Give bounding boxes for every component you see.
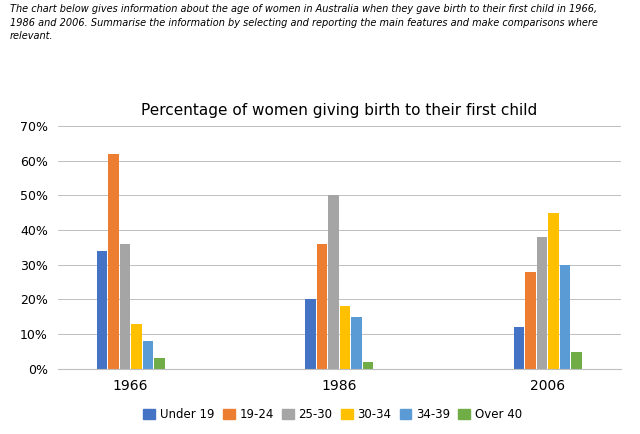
- Bar: [537, 237, 547, 369]
- Bar: [560, 265, 570, 369]
- Title: Percentage of women giving birth to their first child: Percentage of women giving birth to thei…: [141, 103, 538, 118]
- Bar: [154, 358, 164, 369]
- Bar: [108, 154, 118, 369]
- Bar: [351, 317, 362, 369]
- Bar: [131, 324, 141, 369]
- Text: The chart below gives information about the age of women in Australia when they : The chart below gives information about …: [10, 4, 598, 41]
- Bar: [525, 272, 536, 369]
- Bar: [514, 327, 524, 369]
- Bar: [328, 195, 339, 369]
- Bar: [305, 299, 316, 369]
- Bar: [340, 306, 350, 369]
- Bar: [548, 213, 559, 369]
- Bar: [143, 341, 153, 369]
- Bar: [363, 362, 373, 369]
- Bar: [97, 251, 108, 369]
- Legend: Under 19, 19-24, 25-30, 30-34, 34-39, Over 40: Under 19, 19-24, 25-30, 30-34, 34-39, Ov…: [139, 404, 527, 426]
- Bar: [120, 244, 130, 369]
- Bar: [571, 352, 582, 369]
- Bar: [317, 244, 327, 369]
